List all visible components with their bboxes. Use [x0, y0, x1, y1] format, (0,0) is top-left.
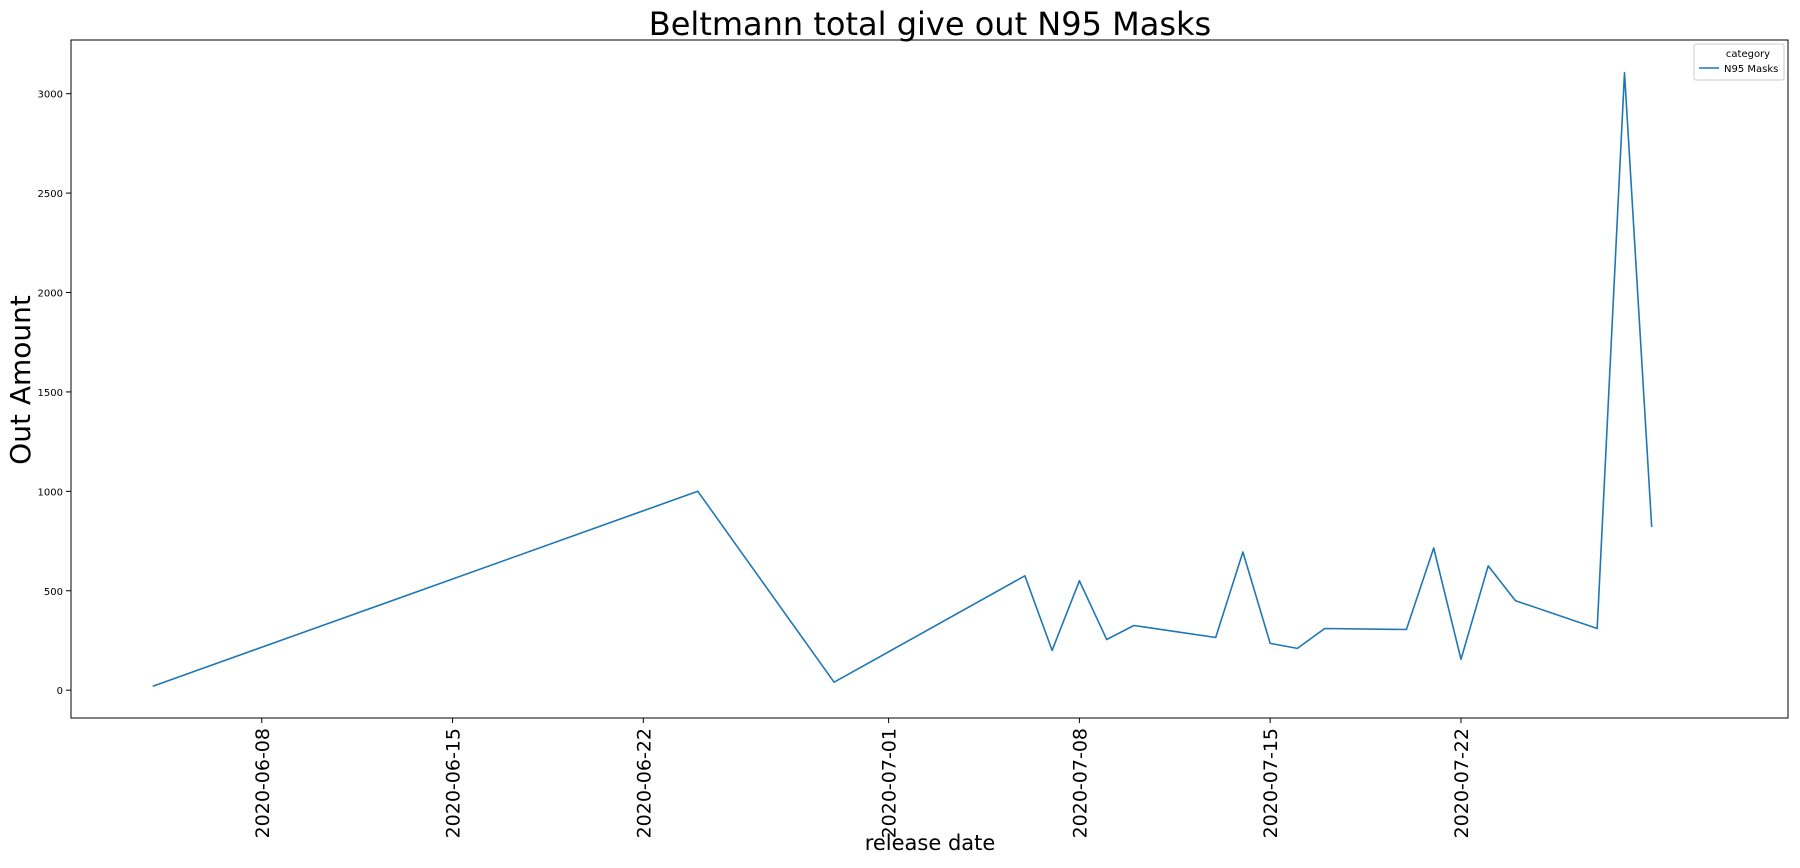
y-tick-label: 2500 — [38, 189, 63, 200]
x-tick-label: 2020-07-15 — [1260, 728, 1282, 838]
y-tick-label: 3000 — [38, 90, 63, 101]
legend-title: category — [1726, 49, 1770, 60]
series-lines — [152, 72, 1653, 687]
x-tick-label: 2020-07-08 — [1069, 728, 1091, 838]
y-tick-label: 2000 — [38, 289, 63, 300]
x-axis-label: release date — [865, 831, 996, 855]
x-tick-label: 2020-06-08 — [252, 728, 274, 838]
x-tick-label: 2020-07-01 — [879, 728, 901, 838]
legend-box — [1693, 43, 1785, 81]
legend-entry-n95-masks: N95 Masks — [1724, 64, 1778, 75]
x-tick-label: 2020-06-22 — [633, 728, 655, 838]
y-axis-ticks: 0 500 1000 1500 2000 2500 3000 — [38, 90, 71, 697]
y-axis-label: Out Amount — [4, 295, 37, 465]
plot-frame — [70, 39, 1789, 719]
chart-title: Beltmann total give out N95 Masks — [649, 5, 1211, 43]
x-tick-label: 2020-06-15 — [443, 728, 465, 838]
y-tick-label: 1500 — [38, 388, 63, 399]
series-line-n95-masks — [152, 72, 1653, 687]
y-tick-label: 1000 — [38, 487, 63, 498]
x-axis-ticks: 2020-06-08 2020-06-15 2020-06-22 2020-07-01… — [252, 718, 1473, 838]
y-tick-label: 500 — [44, 587, 63, 598]
y-tick-label: 0 — [57, 686, 63, 697]
x-tick-label: 2020-07-22 — [1451, 728, 1473, 838]
legend: category N95 Masks — [1693, 43, 1785, 81]
plot-area — [70, 39, 1789, 719]
